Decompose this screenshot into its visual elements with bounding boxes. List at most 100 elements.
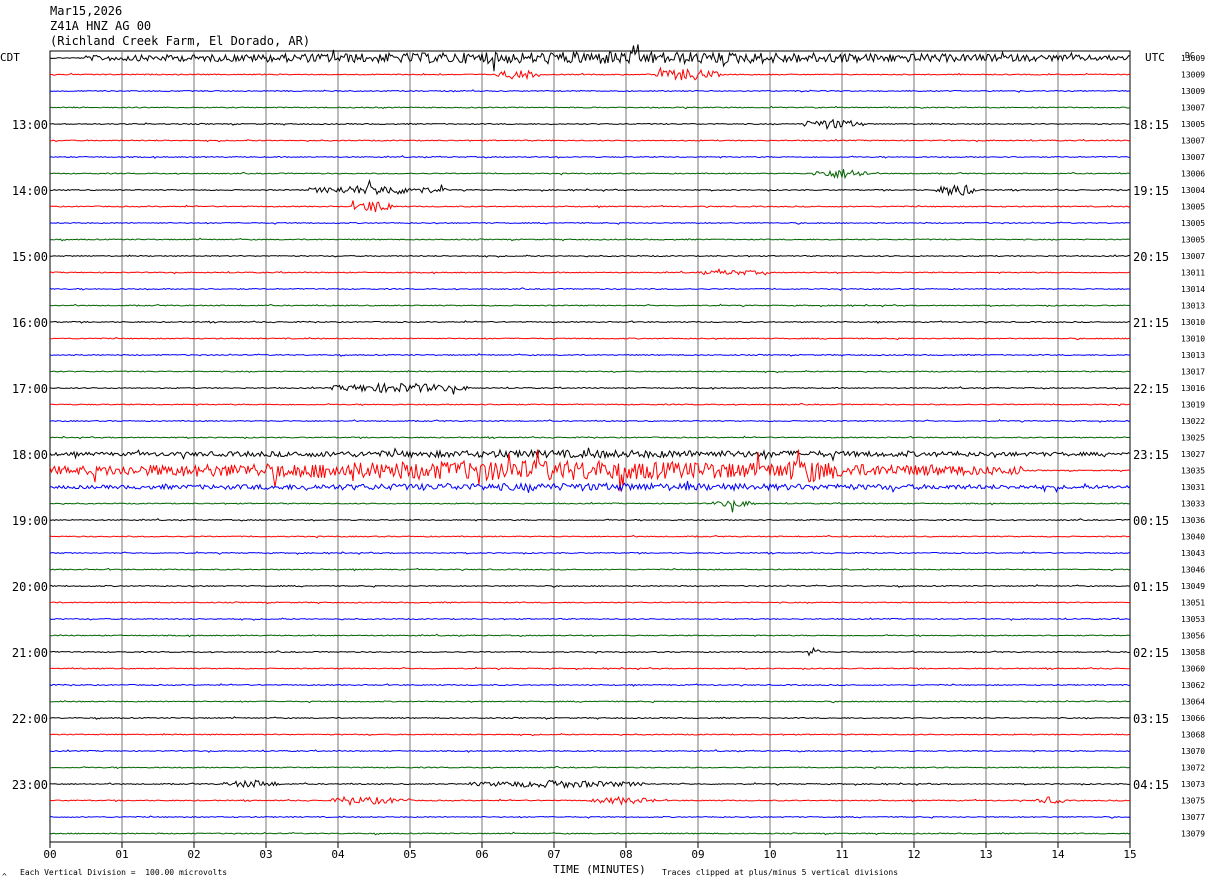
trace-row-30 — [49, 551, 1131, 555]
x-tick-label: 11 — [835, 848, 848, 861]
cdt-time-label: 21:00 — [12, 646, 48, 660]
x-tick-label: 13 — [979, 848, 992, 861]
cdt-time-label: 14:00 — [12, 184, 48, 198]
trace-row-14 — [49, 287, 1131, 291]
trace-row-1 — [49, 66, 1130, 81]
trace-row-29 — [49, 534, 1131, 539]
utc-time-label: 04:15 — [1133, 778, 1169, 792]
trace-row-35 — [49, 633, 1131, 638]
x-tick-label: 06 — [475, 848, 488, 861]
dc-offset-label: 13070 — [1181, 747, 1205, 756]
dc-offset-label: 13051 — [1181, 599, 1205, 608]
dc-offset-label: 13058 — [1181, 648, 1205, 657]
dc-offset-label: 13007 — [1181, 252, 1205, 261]
dc-offset-label: 13066 — [1181, 714, 1205, 723]
dc-offset-label: 13006 — [1181, 170, 1205, 179]
dc-offset-label: 13016 — [1181, 384, 1205, 393]
dc-offset-label: 13010 — [1181, 335, 1205, 344]
dc-offset-label: 13009 — [1181, 71, 1205, 80]
x-tick-label: 01 — [115, 848, 128, 861]
vertical-division-note: Each Vertical Division = 100.00 microvol… — [20, 868, 228, 877]
dc-offset-label: 13072 — [1181, 764, 1205, 773]
dc-offset-label: 13014 — [1181, 285, 1205, 294]
trace-row-32 — [49, 584, 1131, 588]
trace-row-17 — [49, 337, 1130, 341]
dc-offset-label: 13009 — [1181, 87, 1205, 96]
dc-offset-label: 13025 — [1181, 434, 1205, 443]
dc-offset-label: 13033 — [1181, 500, 1205, 509]
utc-time-label: 01:15 — [1133, 580, 1169, 594]
trace-row-33 — [50, 600, 1131, 605]
dc-offset-label: 13013 — [1181, 302, 1205, 311]
utc-time-label: 23:15 — [1133, 448, 1169, 462]
dc-offset-label: 13031 — [1181, 483, 1205, 492]
trace-row-41 — [49, 732, 1131, 737]
x-tick-label: 02 — [187, 848, 200, 861]
date-label: Mar15,2026 — [50, 4, 123, 18]
cdt-time-label: 23:00 — [12, 778, 48, 792]
trace-row-26 — [49, 480, 1131, 493]
cdt-time-label: 17:00 — [12, 382, 48, 396]
trace-row-28 — [49, 518, 1131, 522]
dc-offset-label: 13013 — [1181, 351, 1205, 360]
trace-row-45 — [49, 795, 1131, 807]
dc-offset-label: 13075 — [1181, 797, 1205, 806]
dc-column-header: DC — [1185, 51, 1195, 60]
dc-offset-label: 13017 — [1181, 368, 1205, 377]
trace-row-31 — [49, 567, 1131, 572]
x-tick-label: 04 — [331, 848, 345, 861]
trace-row-12 — [50, 254, 1131, 258]
dc-offset-label: 13053 — [1181, 615, 1205, 624]
dc-offset-label: 13068 — [1181, 731, 1205, 740]
x-tick-label: 09 — [691, 848, 704, 861]
trace-row-21 — [49, 402, 1131, 407]
trace-row-18 — [49, 353, 1131, 357]
x-tick-label: 07 — [547, 848, 560, 861]
trace-row-10 — [49, 221, 1131, 225]
location-label: (Richland Creek Farm, El Dorado, AR) — [50, 34, 311, 48]
utc-time-label: 03:15 — [1133, 712, 1169, 726]
trace-row-19 — [49, 369, 1130, 374]
trace-row-47 — [49, 831, 1131, 836]
dc-offset-label: 13062 — [1181, 681, 1205, 690]
cdt-time-label: 18:00 — [12, 448, 48, 462]
corner-mark: ^ — [2, 872, 7, 881]
trace-row-20 — [49, 381, 1131, 395]
dc-offset-label: 13036 — [1181, 516, 1205, 525]
trace-row-9 — [49, 200, 1131, 213]
utc-time-label: 21:15 — [1133, 316, 1169, 330]
trace-row-44 — [49, 779, 1130, 790]
trace-row-6 — [49, 155, 1131, 159]
trace-row-8 — [49, 178, 1131, 197]
station-label: Z41A HNZ AG 00 — [50, 19, 152, 33]
dc-offset-label: 13040 — [1181, 533, 1205, 542]
x-tick-label: 15 — [1123, 848, 1136, 861]
dc-offset-label: 13035 — [1181, 467, 1205, 476]
trace-row-2 — [49, 89, 1131, 93]
dc-offset-label: 13064 — [1181, 698, 1205, 707]
trace-row-46 — [49, 815, 1131, 819]
cdt-time-label: 13:00 — [12, 118, 48, 132]
dc-offset-label: 13005 — [1181, 236, 1205, 245]
trace-row-42 — [50, 749, 1131, 753]
utc-time-label: 22:15 — [1133, 382, 1169, 396]
trace-row-22 — [49, 419, 1131, 423]
dc-offset-label: 13073 — [1181, 780, 1205, 789]
trace-row-0 — [49, 44, 1130, 72]
clipping-note: Traces clipped at plus/minus 5 vertical … — [662, 868, 899, 877]
plot-frame — [49, 50, 1131, 843]
trace-row-39 — [49, 699, 1130, 704]
x-tick-label: 03 — [259, 848, 272, 861]
utc-time-label: 19:15 — [1133, 184, 1169, 198]
x-tick-label: 14 — [1051, 848, 1065, 861]
trace-row-24 — [49, 447, 1131, 462]
x-tick-label: 00 — [43, 848, 56, 861]
dc-offset-label: 13010 — [1181, 318, 1205, 327]
x-tick-label: 08 — [619, 848, 632, 861]
left-axis-label: CDT — [0, 51, 20, 64]
cdt-time-label: 20:00 — [12, 580, 48, 594]
trace-row-23 — [49, 435, 1131, 440]
dc-offset-label: 13005 — [1181, 120, 1205, 129]
dc-offset-label: 13043 — [1181, 549, 1205, 558]
